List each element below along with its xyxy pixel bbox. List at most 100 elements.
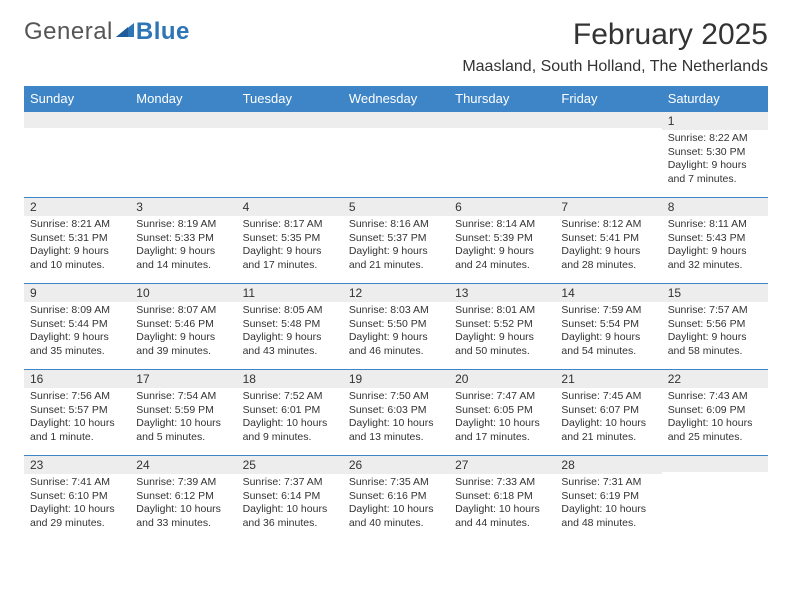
sunset-text: Sunset: 6:05 PM bbox=[455, 404, 549, 418]
sunset-text: Sunset: 5:56 PM bbox=[668, 318, 762, 332]
weekday-monday: Monday bbox=[130, 86, 236, 112]
sunrise-text: Sunrise: 7:52 AM bbox=[243, 390, 337, 404]
day-number bbox=[662, 456, 768, 472]
weekday-saturday: Saturday bbox=[662, 86, 768, 112]
day-details: Sunrise: 8:12 AMSunset: 5:41 PMDaylight:… bbox=[555, 216, 661, 277]
day-details: Sunrise: 7:59 AMSunset: 5:54 PMDaylight:… bbox=[555, 302, 661, 363]
day-number: 8 bbox=[662, 198, 768, 216]
calendar-cell: 13Sunrise: 8:01 AMSunset: 5:52 PMDayligh… bbox=[449, 284, 555, 370]
sunrise-text: Sunrise: 8:09 AM bbox=[30, 304, 124, 318]
day-number: 4 bbox=[237, 198, 343, 216]
day-details: Sunrise: 7:54 AMSunset: 5:59 PMDaylight:… bbox=[130, 388, 236, 449]
sunset-text: Sunset: 5:31 PM bbox=[30, 232, 124, 246]
daylight-text: Daylight: 9 hours and 46 minutes. bbox=[349, 331, 443, 358]
calendar-cell: 18Sunrise: 7:52 AMSunset: 6:01 PMDayligh… bbox=[237, 370, 343, 456]
day-number: 27 bbox=[449, 456, 555, 474]
sunrise-text: Sunrise: 7:59 AM bbox=[561, 304, 655, 318]
calendar-cell: 10Sunrise: 8:07 AMSunset: 5:46 PMDayligh… bbox=[130, 284, 236, 370]
sunrise-text: Sunrise: 7:33 AM bbox=[455, 476, 549, 490]
day-number: 15 bbox=[662, 284, 768, 302]
day-number bbox=[555, 112, 661, 128]
sunset-text: Sunset: 5:59 PM bbox=[136, 404, 230, 418]
calendar-cell: 17Sunrise: 7:54 AMSunset: 5:59 PMDayligh… bbox=[130, 370, 236, 456]
daylight-text: Daylight: 10 hours and 29 minutes. bbox=[30, 503, 124, 530]
weekday-sunday: Sunday bbox=[24, 86, 130, 112]
day-number bbox=[130, 112, 236, 128]
day-details: Sunrise: 7:35 AMSunset: 6:16 PMDaylight:… bbox=[343, 474, 449, 535]
sunset-text: Sunset: 6:01 PM bbox=[243, 404, 337, 418]
daylight-text: Daylight: 10 hours and 44 minutes. bbox=[455, 503, 549, 530]
sunrise-text: Sunrise: 8:05 AM bbox=[243, 304, 337, 318]
calendar-cell: 26Sunrise: 7:35 AMSunset: 6:16 PMDayligh… bbox=[343, 456, 449, 542]
sunset-text: Sunset: 6:12 PM bbox=[136, 490, 230, 504]
daylight-text: Daylight: 9 hours and 32 minutes. bbox=[668, 245, 762, 272]
day-number: 23 bbox=[24, 456, 130, 474]
page: General Blue February 2025 Maasland, Sou… bbox=[0, 0, 792, 554]
day-details: Sunrise: 8:21 AMSunset: 5:31 PMDaylight:… bbox=[24, 216, 130, 277]
calendar-table: Sunday Monday Tuesday Wednesday Thursday… bbox=[24, 86, 768, 542]
daylight-text: Daylight: 10 hours and 48 minutes. bbox=[561, 503, 655, 530]
calendar-body: 1Sunrise: 8:22 AMSunset: 5:30 PMDaylight… bbox=[24, 112, 768, 542]
sunrise-text: Sunrise: 8:03 AM bbox=[349, 304, 443, 318]
sunrise-text: Sunrise: 8:11 AM bbox=[668, 218, 762, 232]
calendar-cell bbox=[662, 456, 768, 542]
daylight-text: Daylight: 9 hours and 50 minutes. bbox=[455, 331, 549, 358]
day-number: 13 bbox=[449, 284, 555, 302]
calendar-cell bbox=[343, 112, 449, 198]
calendar-cell: 11Sunrise: 8:05 AMSunset: 5:48 PMDayligh… bbox=[237, 284, 343, 370]
calendar-cell: 15Sunrise: 7:57 AMSunset: 5:56 PMDayligh… bbox=[662, 284, 768, 370]
sunset-text: Sunset: 5:37 PM bbox=[349, 232, 443, 246]
day-number: 1 bbox=[662, 112, 768, 130]
calendar-week-row: 9 Sunrise: 8:09 AMSunset: 5:44 PM Daylight… bbox=[24, 284, 768, 370]
day-details: Sunrise: 7:56 AMSunset: 5:57 PMDaylight:… bbox=[24, 388, 130, 449]
sunset-text: Sunset: 5:44 PM bbox=[30, 318, 124, 332]
calendar-cell: 1Sunrise: 8:22 AMSunset: 5:30 PMDaylight… bbox=[662, 112, 768, 198]
sunset-text: Sunset: 5:39 PM bbox=[455, 232, 549, 246]
day-details: Sunrise: 7:45 AMSunset: 6:07 PMDaylight:… bbox=[555, 388, 661, 449]
sunrise-text: Sunrise: 7:41 AM bbox=[30, 476, 124, 490]
weekday-thursday: Thursday bbox=[449, 86, 555, 112]
sunrise-text: Sunrise: 7:54 AM bbox=[136, 390, 230, 404]
sunset-text: Sunset: 5:33 PM bbox=[136, 232, 230, 246]
brand-blue: Blue bbox=[136, 18, 190, 46]
day-number: 16 bbox=[24, 370, 130, 388]
sunrise-text: Sunrise: 7:50 AM bbox=[349, 390, 443, 404]
day-details: Sunrise: 8:05 AMSunset: 5:48 PMDaylight:… bbox=[237, 302, 343, 363]
day-details: Sunrise: 7:41 AMSunset: 6:10 PMDaylight:… bbox=[24, 474, 130, 535]
calendar-week-row: 2Sunrise: 8:21 AMSunset: 5:31 PMDaylight… bbox=[24, 198, 768, 284]
day-details: Sunrise: 8:17 AMSunset: 5:35 PMDaylight:… bbox=[237, 216, 343, 277]
brand-sail-icon bbox=[116, 18, 136, 46]
weekday-wednesday: Wednesday bbox=[343, 86, 449, 112]
daylight-text: Daylight: 10 hours and 5 minutes. bbox=[136, 417, 230, 444]
daylight-text: Daylight: 9 hours and 10 minutes. bbox=[30, 245, 124, 272]
calendar-cell: 14Sunrise: 7:59 AMSunset: 5:54 PMDayligh… bbox=[555, 284, 661, 370]
calendar-cell bbox=[555, 112, 661, 198]
day-number: 9 bbox=[24, 284, 130, 302]
sunset-text: Sunset: 6:14 PM bbox=[243, 490, 337, 504]
daylight-text: Daylight: 10 hours and 1 minute. bbox=[30, 417, 124, 444]
day-details: Sunrise: 7:37 AMSunset: 6:14 PMDaylight:… bbox=[237, 474, 343, 535]
sunrise-text: Sunrise: 8:22 AM bbox=[668, 132, 762, 146]
daylight-text: Daylight: 9 hours and 43 minutes. bbox=[243, 331, 337, 358]
sunrise-text: Sunrise: 7:35 AM bbox=[349, 476, 443, 490]
sunset-text: Sunset: 5:52 PM bbox=[455, 318, 549, 332]
sunrise-text: Sunrise: 7:47 AM bbox=[455, 390, 549, 404]
sunrise-text: Sunrise: 8:12 AM bbox=[561, 218, 655, 232]
daylight-text: Daylight: 10 hours and 33 minutes. bbox=[136, 503, 230, 530]
sunrise-text: Sunrise: 8:21 AM bbox=[30, 218, 124, 232]
sunset-text: Sunset: 5:57 PM bbox=[30, 404, 124, 418]
calendar-cell: 27Sunrise: 7:33 AMSunset: 6:18 PMDayligh… bbox=[449, 456, 555, 542]
calendar-cell: 16Sunrise: 7:56 AMSunset: 5:57 PMDayligh… bbox=[24, 370, 130, 456]
sunrise-text: Sunrise: 7:39 AM bbox=[136, 476, 230, 490]
daylight-text: Daylight: 9 hours and 39 minutes. bbox=[136, 331, 230, 358]
day-number: 19 bbox=[343, 370, 449, 388]
calendar-cell: 3Sunrise: 8:19 AMSunset: 5:33 PMDaylight… bbox=[130, 198, 236, 284]
day-details: Sunrise: 7:31 AMSunset: 6:19 PMDaylight:… bbox=[555, 474, 661, 535]
day-details: Sunrise: 8:19 AMSunset: 5:33 PMDaylight:… bbox=[130, 216, 236, 277]
sunset-text: Sunset: 6:03 PM bbox=[349, 404, 443, 418]
calendar-cell: 8Sunrise: 8:11 AMSunset: 5:43 PMDaylight… bbox=[662, 198, 768, 284]
daylight-text: Daylight: 9 hours and 17 minutes. bbox=[243, 245, 337, 272]
day-number: 10 bbox=[130, 284, 236, 302]
sunrise-text: Sunrise: 7:45 AM bbox=[561, 390, 655, 404]
daylight-text: Daylight: 10 hours and 17 minutes. bbox=[455, 417, 549, 444]
